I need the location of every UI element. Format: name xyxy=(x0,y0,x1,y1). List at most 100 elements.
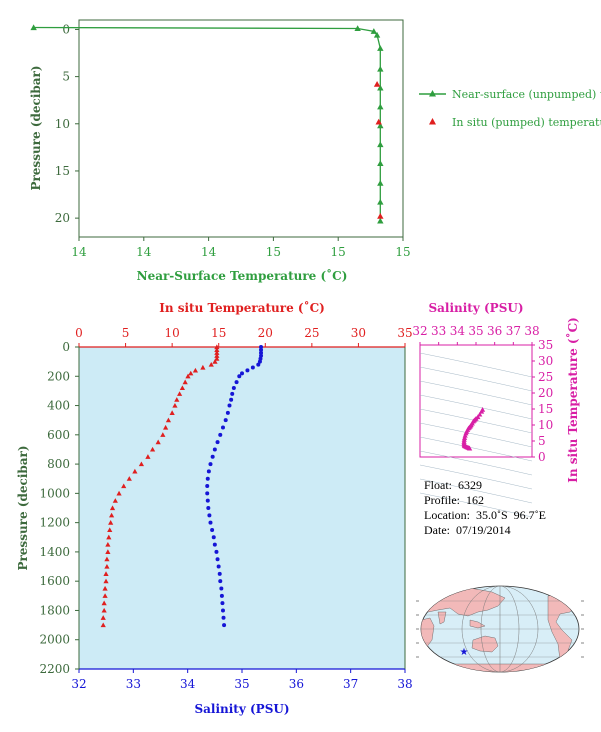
salinity-profile-point xyxy=(212,447,217,452)
temperature-profile-point xyxy=(188,370,194,376)
temperature-profile-point xyxy=(169,410,175,415)
float-id: Float: 6329 xyxy=(424,478,483,492)
unpumped-temperature-point xyxy=(377,103,384,110)
temperature-profile-point xyxy=(103,571,109,576)
unpumped-temperature-point xyxy=(377,180,384,186)
unpumped-temperature-point xyxy=(377,141,384,148)
salinity-profile-point xyxy=(229,397,234,402)
unpumped-temperature-point xyxy=(30,24,37,31)
top-plot-frame xyxy=(78,19,404,238)
salinity-profile-point xyxy=(220,425,225,430)
density-contour xyxy=(419,380,533,406)
salinity-profile-point xyxy=(230,391,235,396)
salinity-profile-point xyxy=(210,454,215,459)
temperature-profile-point xyxy=(212,359,218,364)
salinity-tick-label: 35 xyxy=(234,677,249,691)
unpumped-temperature-line xyxy=(33,26,381,221)
legend-unpumped-label: Near-surface (unpumped) temperature. xyxy=(452,88,601,101)
density-contour xyxy=(419,464,533,490)
unpumped-temperature-point xyxy=(377,198,384,205)
density-contour xyxy=(419,408,533,434)
top-y-axis-label: Pressure (decibar) xyxy=(29,65,43,190)
pressure-tick-label: 1600 xyxy=(39,574,70,588)
pressure-tick-label: 1800 xyxy=(39,603,70,617)
temperature-profile-point xyxy=(103,578,109,584)
pressure-tick-label: 1200 xyxy=(39,516,70,530)
map-indonesia xyxy=(469,619,486,629)
top-x-tick-label: 14 xyxy=(71,245,87,259)
pressure-tick-label: 600 xyxy=(47,428,70,442)
salinity-profile-point xyxy=(215,557,220,562)
salinity-profile-point xyxy=(234,380,239,385)
temperature-profile-point xyxy=(176,391,183,396)
temperature-axis: 0 5 10 15 20 25 30 35 xyxy=(75,326,413,347)
ts-density-contours xyxy=(419,352,533,518)
ts-y-tick-label: 30 xyxy=(538,354,553,368)
ts-y-tick-label: 35 xyxy=(538,338,553,352)
pumped-temperature-point xyxy=(377,213,384,219)
temperature-profile-point xyxy=(102,593,108,598)
ts-y-tick-label: 20 xyxy=(538,386,553,400)
temperature-tick-label: 10 xyxy=(165,326,180,340)
temperature-tick-label: 20 xyxy=(258,326,273,340)
temperature-profile-point xyxy=(214,347,220,353)
salinity-profile-point xyxy=(215,440,220,445)
salinity-profile-point xyxy=(211,535,216,540)
top-x-axis: 14 14 14 15 15 15 xyxy=(71,237,411,259)
salinity-profile-series xyxy=(205,345,264,628)
top-x-tick-label: 14 xyxy=(201,245,217,259)
temperature-profile-point xyxy=(182,379,188,385)
temperature-profile-point xyxy=(160,432,166,437)
temperature-profile-point xyxy=(105,549,111,554)
density-contour xyxy=(419,366,533,392)
ts-y-tick-label: 25 xyxy=(538,370,553,384)
temperature-profile-point xyxy=(214,353,220,358)
salinity-profile-point xyxy=(216,564,221,569)
ts-x-tick-label: 34 xyxy=(450,324,466,338)
temperature-tick-label: 25 xyxy=(304,326,319,340)
top-x-tick-label: 15 xyxy=(266,245,281,259)
temperature-tick-label: 35 xyxy=(397,326,412,340)
salinity-profile-point xyxy=(231,385,236,390)
top-plot-series xyxy=(30,24,384,224)
ts-points xyxy=(461,407,486,451)
salinity-profile-point xyxy=(223,418,228,423)
temperature-profile-point xyxy=(105,541,111,547)
unpumped-temperature-point xyxy=(377,65,384,72)
float-info: Float: 6329 Profile: 162 Location: 35.0˚… xyxy=(424,478,546,538)
ts-point xyxy=(477,411,483,417)
unpumped-temperature-point xyxy=(377,217,384,224)
salinity-profile-point xyxy=(237,374,242,379)
salinity-profile-point xyxy=(205,498,210,503)
temperature-profile-point xyxy=(200,364,206,370)
legend-unpumped-marker xyxy=(429,90,436,97)
salinity-profile-point xyxy=(259,345,264,349)
top-x-tick-label: 14 xyxy=(136,245,152,259)
density-contour xyxy=(419,478,533,504)
salinity-tick-label: 32 xyxy=(71,677,86,691)
top-x-tick-label: 15 xyxy=(331,245,346,259)
density-contour xyxy=(419,422,533,448)
temperature-profile-point xyxy=(116,490,122,496)
temperature-profile-point xyxy=(109,512,115,518)
salinity-profile-point xyxy=(206,506,211,510)
temperature-profile-point xyxy=(107,527,113,533)
salinity-profile-point xyxy=(210,527,215,532)
unpumped-temperature-point xyxy=(370,28,378,34)
salinity-profile-point xyxy=(256,362,261,367)
salinity-tick-label: 36 xyxy=(289,677,304,691)
salinity-profile-point xyxy=(259,350,264,355)
near-surface-temperature-plot: 14 14 14 15 15 15 0 5 10 15 20 Near-Surface Tempe… xyxy=(29,19,601,283)
ts-x-tick-label: 33 xyxy=(431,324,446,338)
ts-y-tick-label: 5 xyxy=(538,434,546,448)
salinity-profile-point xyxy=(259,347,264,352)
temperature-profile-point xyxy=(172,402,178,408)
locator-map: ★ xyxy=(416,585,584,673)
salinity-profile-point xyxy=(205,476,210,481)
ts-x-tick-label: 35 xyxy=(468,324,483,338)
ts-x-tick-label: 32 xyxy=(412,324,427,338)
pumped-temperature-point xyxy=(375,118,382,125)
temperature-tick-label: 15 xyxy=(211,326,226,340)
